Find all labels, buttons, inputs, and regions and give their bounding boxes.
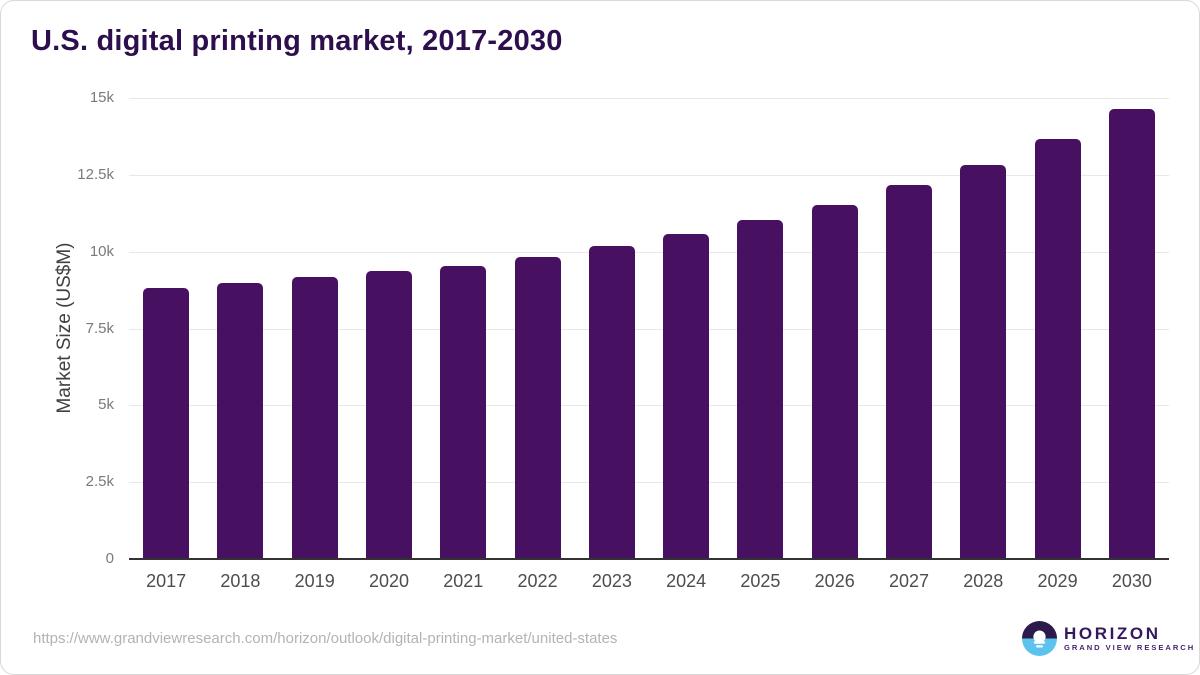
y-tick-label: 2.5k xyxy=(85,473,114,491)
x-tick-label: 2017 xyxy=(146,571,187,591)
bar-2028 xyxy=(960,164,1007,558)
bar-2025 xyxy=(737,219,784,558)
y-tick-label: 7.5k xyxy=(85,319,114,337)
x-axis-line xyxy=(129,558,1169,560)
bar-2024 xyxy=(663,233,710,558)
y-tick-label: 5k xyxy=(98,396,114,414)
bar-2029 xyxy=(1034,138,1081,558)
y-axis-tick-labels: 0 2.5k 5k 7.5k 10k 12.5k 15k xyxy=(1,89,114,567)
bar-2018 xyxy=(217,282,264,558)
x-tick-label: 2019 xyxy=(294,571,335,591)
gridline xyxy=(129,98,1169,99)
x-tick-label: 2024 xyxy=(666,571,707,591)
bar-2030 xyxy=(1108,109,1155,558)
logo-text: HORIZON GRAND VIEW RESEARCH xyxy=(1064,624,1195,653)
x-tick-label: 2030 xyxy=(1111,571,1152,591)
x-tick-label: 2021 xyxy=(443,571,484,591)
bar-2023 xyxy=(588,246,635,558)
bar-2026 xyxy=(811,204,858,558)
bar-2020 xyxy=(366,270,412,558)
gridline xyxy=(129,251,1169,253)
bar-2022 xyxy=(514,256,561,558)
plot-area xyxy=(129,98,1169,560)
y-tick-label: 10k xyxy=(89,242,114,260)
source-url: https://www.grandviewresearch.com/horizo… xyxy=(33,630,618,647)
x-tick-label: 2018 xyxy=(220,571,261,591)
horizon-logo: HORIZON GRAND VIEW RESEARCH xyxy=(1022,621,1195,656)
logo-subtitle: GRAND VIEW RESEARCH xyxy=(1064,643,1196,652)
x-tick-label: 2027 xyxy=(888,571,930,591)
bar-2019 xyxy=(291,276,338,558)
gridline xyxy=(129,405,1169,407)
y-tick-label: 0 xyxy=(105,550,114,567)
x-axis-tick-labels: 2017 2018 2019 2020 2021 2022 2023 2024 2025 2026… xyxy=(129,569,1169,595)
horizon-sunset-icon xyxy=(1022,621,1057,656)
x-tick-label: 2026 xyxy=(814,571,855,591)
chart-title: U.S. digital printing market, 2017-2030 xyxy=(31,25,563,57)
gridline xyxy=(129,482,1169,484)
x-tick-label: 2025 xyxy=(740,571,781,591)
bar-2027 xyxy=(886,184,932,558)
y-tick-label: 12.5k xyxy=(77,165,114,183)
bar-2017 xyxy=(143,287,190,558)
x-tick-label: 2022 xyxy=(517,571,558,591)
x-tick-label: 2029 xyxy=(1037,571,1078,591)
x-tick-label: 2028 xyxy=(963,571,1004,591)
x-tick-label: 2023 xyxy=(591,571,632,591)
gridline xyxy=(129,328,1169,330)
bar-2021 xyxy=(440,266,487,558)
gridline xyxy=(129,174,1169,176)
x-tick-label: 2020 xyxy=(368,571,410,591)
logo-name: HORIZON xyxy=(1064,624,1161,643)
y-tick-label: 15k xyxy=(89,89,114,106)
